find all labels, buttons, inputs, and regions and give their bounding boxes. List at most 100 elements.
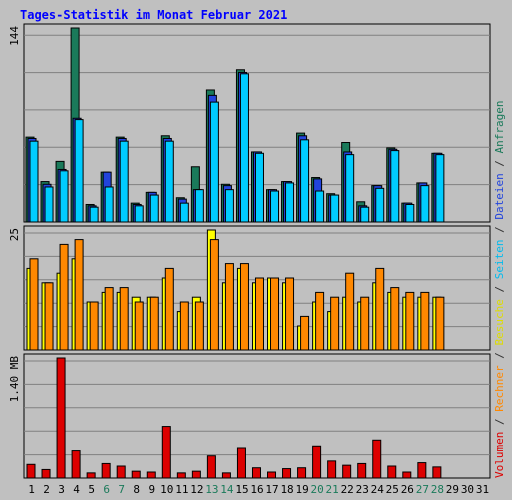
x-tick-label-4: 4 xyxy=(73,483,80,496)
bar-rechner-day-23 xyxy=(360,296,370,351)
bar-seiten-day-27 xyxy=(420,185,430,223)
bar-volumen-day-11 xyxy=(176,472,186,479)
bar-rechner-day-18 xyxy=(285,277,295,351)
bar-volumen-day-22 xyxy=(342,464,352,479)
bar-seiten-day-21 xyxy=(330,194,340,223)
bar-volumen-day-24 xyxy=(372,439,382,479)
bar-rechner-day-8 xyxy=(134,301,144,351)
bar-rechner-day-14 xyxy=(224,263,234,351)
x-tick-label-27: 27 xyxy=(416,483,429,496)
bar-volumen-day-13 xyxy=(206,455,216,479)
bar-seiten-day-2 xyxy=(44,186,54,223)
bar-seiten-day-6 xyxy=(104,186,114,223)
side-legend-part: / xyxy=(493,279,506,299)
x-tick-label-6: 6 xyxy=(103,483,110,496)
bar-volumen-day-12 xyxy=(191,470,201,479)
side-legend: Volumen / Rechner / Besuche / Seiten / D… xyxy=(493,100,506,478)
x-tick-label-22: 22 xyxy=(341,483,354,496)
side-legend-part: / xyxy=(493,220,506,240)
bar-volumen-day-26 xyxy=(402,471,412,479)
x-tick-label-17: 17 xyxy=(265,483,278,496)
bar-seiten-day-19 xyxy=(300,139,310,223)
bar-seiten-day-5 xyxy=(89,206,99,223)
bar-rechner-day-28 xyxy=(435,296,445,351)
x-tick-label-31: 31 xyxy=(476,483,489,496)
bar-rechner-day-3 xyxy=(59,243,69,351)
bar-volumen-day-16 xyxy=(251,467,261,479)
bar-volumen-day-15 xyxy=(236,447,246,479)
bar-volumen-day-5 xyxy=(86,472,96,479)
bar-rechner-day-7 xyxy=(119,287,129,351)
x-tick-label-23: 23 xyxy=(356,483,369,496)
bar-seiten-day-12 xyxy=(194,189,204,223)
x-tick-label-30: 30 xyxy=(461,483,474,496)
bar-seiten-day-13 xyxy=(209,101,219,223)
bar-seiten-day-23 xyxy=(360,206,370,223)
x-tick-label-21: 21 xyxy=(326,483,339,496)
x-axis-labels: 1 2 3 4 5 6 7 8 9 10 11 12 13 14 15 16 17 18 19 20 21 22 23 24 2… xyxy=(28,483,489,496)
bar-seiten-day-8 xyxy=(134,205,144,223)
bar-seiten-day-22 xyxy=(345,154,355,223)
bar-seiten-day-24 xyxy=(375,187,385,223)
bar-volumen-day-4 xyxy=(71,450,81,479)
x-tick-label-1: 1 xyxy=(28,483,35,496)
bar-volumen-day-23 xyxy=(357,462,367,479)
x-tick-label-29: 29 xyxy=(446,483,459,496)
bar-seiten-day-15 xyxy=(239,73,249,223)
bar-seiten-day-14 xyxy=(224,189,234,223)
x-tick-label-18: 18 xyxy=(280,483,293,496)
bar-seiten-day-18 xyxy=(285,182,295,223)
bar-volumen-day-17 xyxy=(267,471,277,479)
bar-rechner-day-24 xyxy=(375,267,385,351)
bar-seiten-day-9 xyxy=(149,194,159,223)
bar-rechner-day-4 xyxy=(74,239,84,351)
bar-volumen-day-27 xyxy=(417,462,427,479)
x-tick-label-9: 9 xyxy=(148,483,155,496)
x-tick-label-26: 26 xyxy=(401,483,414,496)
bar-seiten-day-20 xyxy=(315,190,325,223)
bar-rechner-day-1 xyxy=(29,258,39,351)
bar-seiten-day-3 xyxy=(59,170,69,223)
bar-seiten-day-25 xyxy=(390,150,400,223)
side-legend-part: Volumen xyxy=(493,432,506,478)
bar-rechner-day-16 xyxy=(254,277,264,351)
bar-seiten-day-1 xyxy=(29,140,39,223)
bar-seiten-day-28 xyxy=(435,154,445,223)
bar-volumen-day-21 xyxy=(327,460,337,479)
bar-rechner-day-10 xyxy=(164,267,174,351)
x-tick-label-2: 2 xyxy=(43,483,50,496)
side-legend-part: Besuche xyxy=(493,299,506,345)
bar-volumen-day-9 xyxy=(146,471,156,479)
panel-middle: 25 xyxy=(8,225,491,351)
bar-rechner-day-25 xyxy=(390,287,400,351)
bar-volumen-day-2 xyxy=(41,468,51,479)
side-legend-text: Volumen / Rechner / Besuche / Seiten / D… xyxy=(493,100,506,478)
bar-volumen-day-25 xyxy=(387,465,397,479)
x-tick-label-20: 20 xyxy=(311,483,324,496)
x-tick-label-28: 28 xyxy=(431,483,444,496)
x-tick-label-25: 25 xyxy=(386,483,399,496)
bar-volumen-day-7 xyxy=(116,465,126,479)
x-tick-label-3: 3 xyxy=(58,483,65,496)
side-legend-part: Rechner xyxy=(493,365,506,412)
side-legend-part: Seiten xyxy=(493,240,506,280)
x-tick-label-7: 7 xyxy=(118,483,125,496)
bar-rechner-day-20 xyxy=(315,291,325,351)
x-tick-label-11: 11 xyxy=(175,483,188,496)
bar-volumen-day-20 xyxy=(312,445,322,479)
panel-bottom: 1.40 MB xyxy=(8,353,491,479)
bar-volumen-day-14 xyxy=(221,472,231,479)
bar-seiten-day-17 xyxy=(270,190,280,223)
bar-volumen-day-6 xyxy=(101,462,111,479)
side-legend-part: / xyxy=(493,346,506,366)
x-tick-label-8: 8 xyxy=(133,483,140,496)
bar-volumen-day-18 xyxy=(282,468,292,479)
y-axis-max-label: 1.40 MB xyxy=(8,356,21,403)
bar-rechner-day-19 xyxy=(300,315,310,351)
bar-volumen-day-19 xyxy=(297,467,307,479)
x-tick-label-16: 16 xyxy=(250,483,263,496)
x-tick-label-5: 5 xyxy=(88,483,95,496)
panel-top: 144 xyxy=(8,23,491,223)
